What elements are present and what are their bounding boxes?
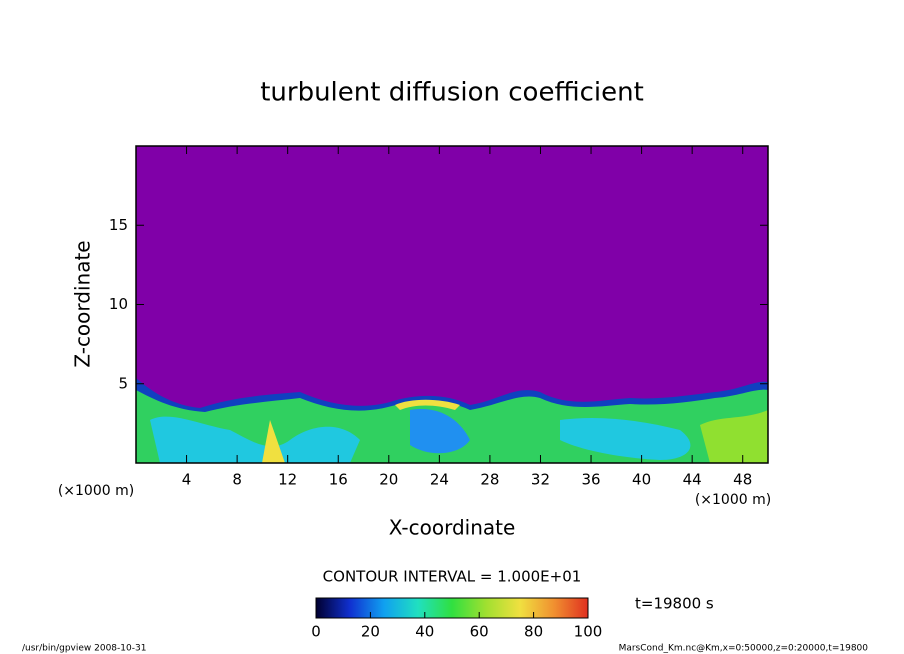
colorbar-tick-label: 60 (470, 623, 489, 641)
x-tick-label: 36 (581, 471, 600, 489)
x-unit: (×1000 m) (695, 492, 771, 508)
y-axis-label: Z-coordinate (71, 240, 95, 367)
x-tick-label: 16 (329, 471, 348, 489)
y-tick-label: 5 (118, 374, 128, 392)
x-tick-label: 20 (379, 471, 398, 489)
colorbar-tick-label: 100 (574, 623, 603, 641)
colorbar-tick-label: 40 (415, 623, 434, 641)
x-tick-label: 4 (182, 471, 192, 489)
x-tick-label: 24 (430, 471, 449, 489)
time-label: t=19800 s (635, 595, 714, 613)
x-tick-label: 8 (232, 471, 242, 489)
contour-interval: CONTOUR INTERVAL = 1.000E+01 (323, 568, 582, 586)
y-tick-label: 15 (109, 216, 128, 234)
x-tick-label: 40 (632, 471, 651, 489)
colorbar (315, 597, 589, 619)
colorbar-tick-label: 20 (361, 623, 380, 641)
x-tick-label: 44 (683, 471, 702, 489)
footer: /usr/bin/gpview 2008-10-31 (22, 644, 146, 654)
x-tick-label: 12 (278, 471, 297, 489)
colorbar-tick-label: 80 (524, 623, 543, 641)
x-unit: (×1000 m) (58, 483, 134, 499)
x-axis-label: X-coordinate (389, 516, 516, 540)
colorbar-tick-label: 0 (311, 623, 321, 641)
x-tick-label: 48 (733, 471, 752, 489)
x-tick-label: 32 (531, 471, 550, 489)
footer: MarsCond_Km.nc@Km,x=0:50000,z=0:20000,t=… (619, 644, 869, 654)
y-tick-label: 10 (109, 295, 128, 313)
x-tick-label: 28 (480, 471, 499, 489)
chart-title: turbulent diffusion coefficient (260, 78, 644, 108)
field (136, 146, 768, 463)
